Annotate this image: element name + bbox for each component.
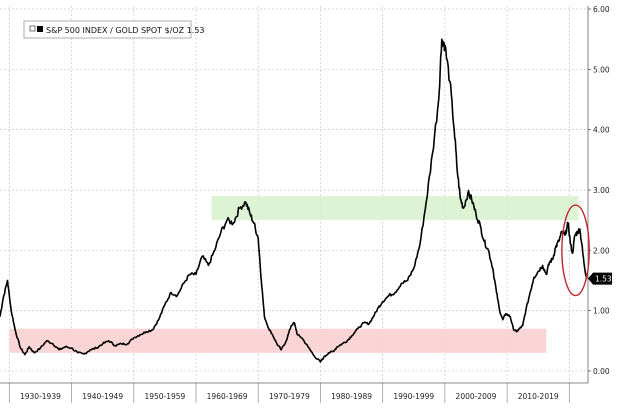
red-band xyxy=(9,328,547,353)
legend-box xyxy=(23,20,192,39)
x-tick-label: 2000-2009 xyxy=(456,392,497,401)
x-tick-label: 1970-1979 xyxy=(269,392,310,401)
green-band xyxy=(211,196,579,221)
x-tick-label: 1940-1949 xyxy=(82,392,123,401)
legend-marker-outline xyxy=(29,25,36,32)
last-value-tag: 1.53 xyxy=(588,272,612,285)
y-tick-label: 1.00 xyxy=(593,307,610,316)
x-tick-label: 1980-1989 xyxy=(331,392,372,401)
y-tick-label: 0.00 xyxy=(593,367,610,376)
y-tick-label: 6.00 xyxy=(593,5,610,14)
y-tick-label: 5.00 xyxy=(593,65,610,74)
x-tick-label: 1950-1959 xyxy=(144,392,185,401)
y-tick-label: 4.00 xyxy=(593,126,610,135)
x-tick-label: 1930-1939 xyxy=(20,392,61,401)
legend-label: S&P 500 INDEX / GOLD SPOT $/OZ 1.53 xyxy=(46,26,205,35)
highlight-circle xyxy=(561,204,590,297)
y-tick-label: 3.00 xyxy=(593,186,610,195)
last-value-label: 1.53 xyxy=(595,275,612,284)
last-value-tag-shape xyxy=(588,272,612,285)
y-tick-label: 2.00 xyxy=(593,246,610,255)
x-tick-label: 2010-2019 xyxy=(518,392,559,401)
legend-marker-swatch xyxy=(37,26,43,32)
legend: S&P 500 INDEX / GOLD SPOT $/OZ 1.53 xyxy=(23,20,205,39)
x-tick-label: 1990-1999 xyxy=(393,392,434,401)
x-tick-label: 1960-1969 xyxy=(207,392,248,401)
series-line xyxy=(0,38,588,363)
